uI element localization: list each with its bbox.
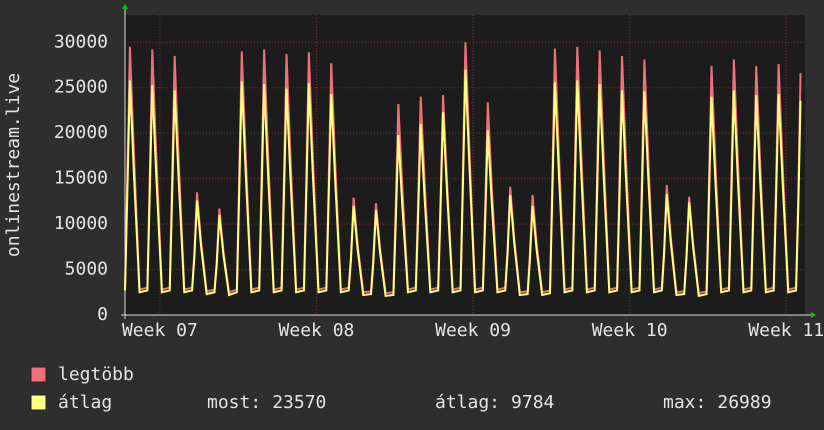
legend-swatch [30,366,47,383]
stat-value: 23570 [272,392,326,413]
y-tick-label: 5000 [65,259,108,280]
stat-label: átlag: [435,392,500,413]
y-tick-label: 25000 [54,77,108,98]
legend-label: legtöbb [58,364,134,385]
stat-label: max: [663,392,706,413]
y-tick-label: 20000 [54,122,108,143]
stat-label: most: [207,392,261,413]
arrow [122,4,128,9]
arrow [811,312,816,318]
series-line [124,69,802,298]
x-tick-label: Week 09 [435,320,511,341]
y-tick-label: 10000 [54,213,108,234]
stat-value: 9784 [511,392,554,413]
x-tick-label: Week 07 [122,320,198,341]
y-axis-label: onlinestream.live [3,73,24,257]
y-tick-label: 30000 [54,31,108,52]
stat-value: 26989 [717,392,771,413]
x-tick-label: Week 10 [592,320,668,341]
legend-swatch [30,394,47,411]
x-tick-label: Week 08 [279,320,355,341]
x-tick-label: Week 11 [748,320,824,341]
y-tick-label: 15000 [54,168,108,189]
legend-label: átlag [58,392,112,413]
y-tick-label: 0 [97,304,108,325]
